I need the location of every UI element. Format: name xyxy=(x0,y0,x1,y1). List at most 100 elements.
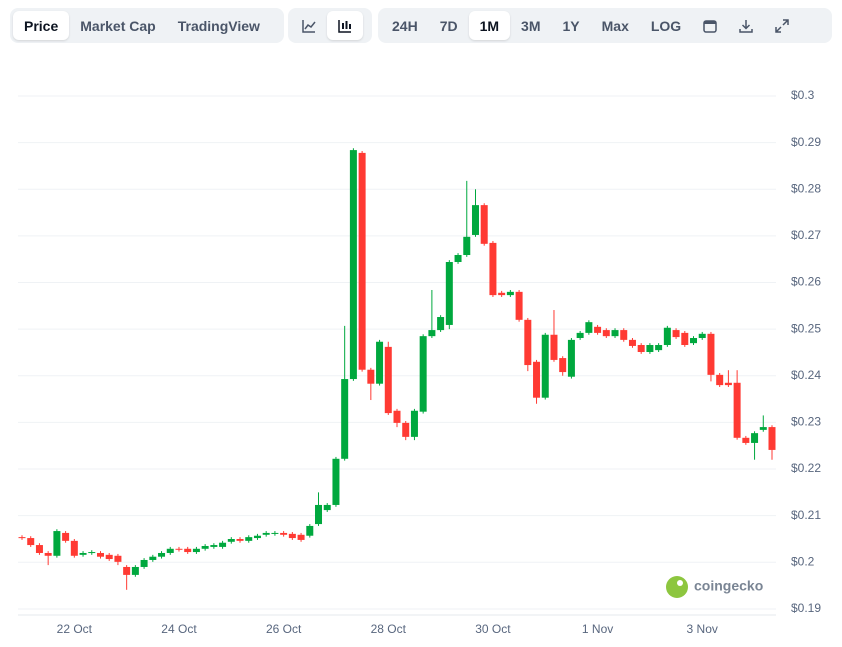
candle-body xyxy=(550,334,558,360)
candle-body xyxy=(410,410,418,437)
candle-body xyxy=(210,545,218,547)
y-tick-label: $0.29 xyxy=(791,135,821,149)
x-tick-label: 24 Oct xyxy=(161,622,197,636)
candle-body xyxy=(768,427,776,450)
candle-body xyxy=(445,262,453,325)
candle-body xyxy=(262,532,270,535)
chart-type-tabs xyxy=(288,8,372,43)
watermark: coingecko xyxy=(666,576,763,598)
view-tabs: Price Market Cap TradingView xyxy=(10,8,284,43)
y-tick-label: $0.2 xyxy=(791,554,815,568)
candle-body xyxy=(341,379,349,459)
tab-button[interactable]: 1M xyxy=(468,11,511,40)
candle-body xyxy=(192,548,200,553)
candle-body xyxy=(332,458,340,505)
range-tabs: 24H 7D 1M 3M 1Y Max LOG xyxy=(378,8,832,43)
tab-button[interactable]: Market Cap xyxy=(80,17,156,34)
candle-body xyxy=(219,542,227,547)
y-tick-label: $0.22 xyxy=(791,461,821,475)
candle-body xyxy=(724,382,732,386)
candle-body xyxy=(280,532,288,535)
x-tick-label: 1 Nov xyxy=(582,622,613,636)
candle-body xyxy=(733,382,741,438)
y-tick-label: $0.27 xyxy=(791,228,821,242)
candle-body xyxy=(245,537,253,541)
candle-body xyxy=(567,339,575,377)
candle-body xyxy=(576,332,584,339)
candle-body xyxy=(288,533,296,539)
candle-body xyxy=(594,326,602,333)
candle-body xyxy=(751,433,759,443)
x-tick-label: 3 Nov xyxy=(687,622,718,636)
candle-body xyxy=(428,330,436,337)
tab-button[interactable]: Price xyxy=(13,11,70,40)
candle-body xyxy=(27,538,35,546)
y-tick-label: $0.28 xyxy=(791,181,821,195)
candle-body xyxy=(524,319,532,366)
candle-body xyxy=(489,242,497,296)
candle-body xyxy=(716,374,724,386)
candle-body xyxy=(759,427,767,430)
candle-body xyxy=(655,345,663,351)
candle-body xyxy=(672,330,680,338)
candle-body xyxy=(541,334,549,398)
candle-chart-button[interactable] xyxy=(327,11,363,40)
candle-body xyxy=(471,205,479,235)
icon xyxy=(703,19,717,33)
icon xyxy=(775,18,789,33)
x-tick-label: 22 Oct xyxy=(57,622,93,636)
candle-body xyxy=(62,532,70,541)
candle-body xyxy=(402,422,410,437)
candle-body xyxy=(79,552,87,555)
candle-body xyxy=(628,339,636,346)
tab-button[interactable]: 24H xyxy=(392,17,418,34)
candle-body xyxy=(506,291,514,296)
candle-body xyxy=(559,358,567,373)
candle-body xyxy=(515,291,523,320)
line-icon xyxy=(302,19,316,33)
candle-body xyxy=(463,236,471,256)
candle-body xyxy=(227,538,235,542)
y-tick-label: $0.26 xyxy=(791,275,821,289)
candle-body xyxy=(384,346,392,414)
y-tick-label: $0.23 xyxy=(791,415,821,429)
candle-body xyxy=(201,545,209,549)
tab-button[interactable]: LOG xyxy=(650,17,682,34)
tab-button[interactable]: TradingView xyxy=(177,17,260,34)
candle-body xyxy=(367,369,375,384)
download-button[interactable] xyxy=(728,11,764,40)
tab-button[interactable]: 7D xyxy=(439,17,458,34)
candle-body xyxy=(123,566,131,575)
candle-body xyxy=(18,537,26,539)
x-tick-label: 28 Oct xyxy=(371,622,407,636)
y-tick-label: $0.19 xyxy=(791,601,821,615)
candle-body xyxy=(105,554,113,560)
candle-body xyxy=(184,548,192,553)
candle-body xyxy=(323,504,331,511)
candle-body xyxy=(742,437,750,443)
candle-body xyxy=(44,552,52,556)
candle-body xyxy=(70,540,78,556)
tab-button[interactable]: 3M xyxy=(521,17,541,34)
candle-body xyxy=(690,338,698,344)
tab-button[interactable]: Max xyxy=(601,17,629,34)
candle-body xyxy=(158,552,166,557)
candle-body xyxy=(236,538,244,541)
calendar-button[interactable] xyxy=(692,11,728,40)
fullscreen-button[interactable] xyxy=(764,11,800,40)
candle-body xyxy=(131,566,139,575)
y-tick-label: $0.3 xyxy=(791,88,815,102)
tab-button[interactable]: 1Y xyxy=(562,17,580,34)
candle-body xyxy=(533,361,541,398)
candle-body xyxy=(480,205,488,244)
line-chart-button[interactable] xyxy=(291,11,327,40)
candle-body xyxy=(253,535,261,539)
candle-body xyxy=(707,333,715,375)
candle-body xyxy=(602,330,610,337)
candle-body xyxy=(611,330,619,337)
candle-body xyxy=(698,333,706,339)
candle-body xyxy=(297,534,305,540)
candle-body xyxy=(35,545,43,553)
